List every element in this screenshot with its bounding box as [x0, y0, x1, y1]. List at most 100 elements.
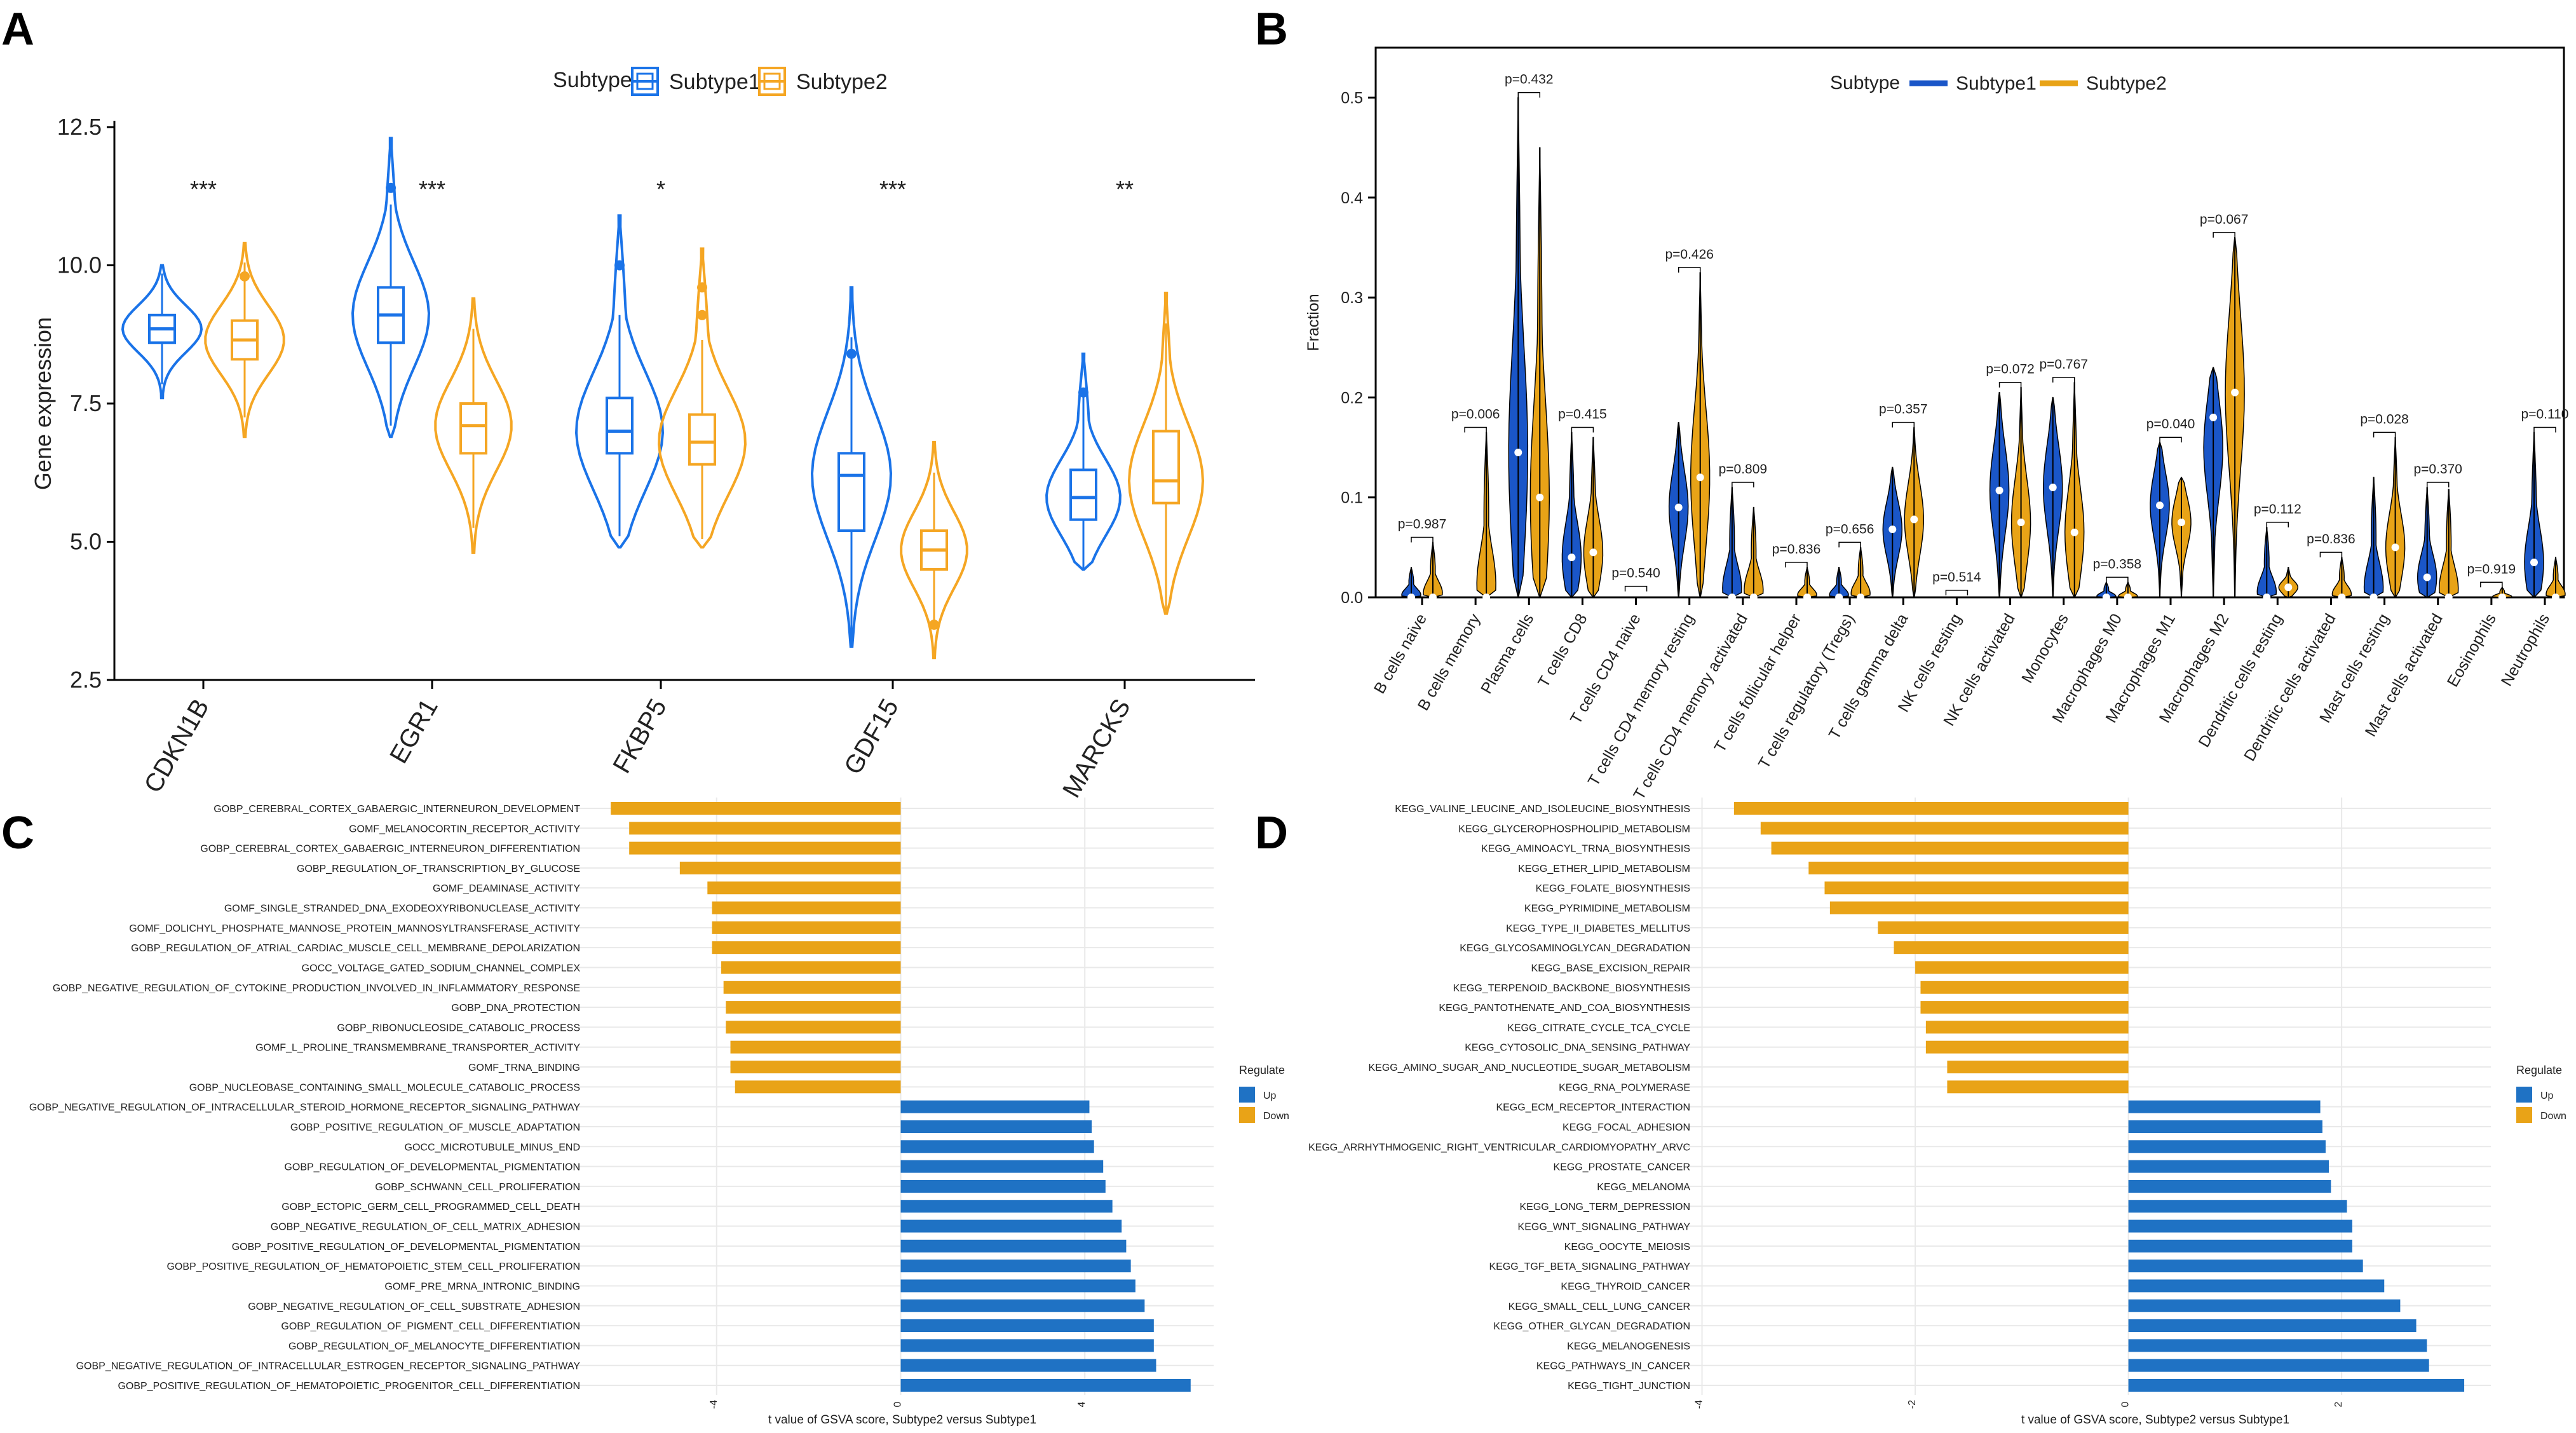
category-label-d: KEGG_PATHWAYS_IN_CANCER [1536, 1361, 1690, 1372]
bar-d [1829, 901, 2129, 914]
pvalue-label-b: p=0.110 [2521, 407, 2569, 422]
y-axis-title-a: Gene expression [30, 317, 56, 490]
legend-key-up [2516, 1087, 2532, 1103]
bar-c [900, 1200, 1113, 1213]
y-axis-title-b: Fraction [1305, 294, 1322, 351]
bar-d [1915, 961, 2129, 974]
category-label-c: GOBP_NUCLEOBASE_CONTAINING_SMALL_MOLECUL… [189, 1082, 580, 1093]
pvalue-label-b: p=0.370 [2413, 462, 2462, 477]
x-tick-label-b: T cells CD4 memory resting [1585, 611, 1698, 789]
category-label-c: GOBP_POSITIVE_REGULATION_OF_HEMATOPOIETI… [166, 1261, 580, 1272]
outlier-a [240, 271, 250, 282]
median-dot-b [1482, 594, 1491, 601]
legend-a: Subtype Subtype1 Subtype2 [553, 67, 888, 96]
median-dot-b [2070, 528, 2078, 536]
median-dot-b [2209, 413, 2218, 421]
median-dot-b [1568, 554, 1576, 562]
category-label-c: GOBP_DNA_PROTECTION [451, 1003, 580, 1014]
median-dot-b [2338, 594, 2346, 601]
x-tick-label-d: 2 [2333, 1401, 2344, 1407]
category-label-d: KEGG_TYPE_II_DIABETES_MELLITUS [1506, 923, 1690, 934]
category-label-c: GOBP_REGULATION_OF_DEVELOPMENTAL_PIGMENT… [284, 1162, 580, 1173]
median-dot-b [1696, 473, 1704, 482]
bar-c [723, 981, 901, 994]
bracket-b [2213, 232, 2235, 238]
box-a [1069, 468, 1097, 521]
legend-title-b: Subtype [1830, 72, 1900, 93]
category-label-c: GOMF_DOLICHYL_PHOSPHATE_MANNOSE_PROTEIN_… [129, 923, 580, 934]
bar-d [2128, 1160, 2329, 1173]
category-label-d: KEGG_GLYCOSAMINOGLYCAN_DEGRADATION [1460, 943, 1690, 954]
median-dot-b [2284, 583, 2293, 592]
median-dot-b [2178, 519, 2185, 527]
legend-key-a [636, 72, 654, 90]
bar-d [1947, 1080, 2129, 1094]
pvalue-label-b: p=0.072 [1986, 362, 2035, 377]
pvalue-label-b: p=0.112 [2254, 502, 2301, 517]
bar-d [1947, 1061, 2129, 1074]
category-label-c: GOBP_NEGATIVE_REGULATION_OF_INTRACELLULA… [76, 1361, 581, 1372]
category-label-d: KEGG_LONG_TERM_DEPRESSION [1519, 1202, 1690, 1212]
category-label-d: KEGG_WNT_SIGNALING_PATHWAY [1518, 1222, 1691, 1233]
panel-d-letter: D [1255, 808, 1288, 859]
bar-c [679, 861, 901, 874]
bar-c [712, 941, 901, 954]
legend-d: Regulate Up Down [2516, 1064, 2566, 1123]
bar-d [2128, 1179, 2331, 1193]
box-a [1152, 430, 1180, 505]
category-label-c: GOBP_SCHWANN_CELL_PROLIFERATION [375, 1182, 580, 1193]
median-dot-b [2498, 594, 2506, 601]
x-tick-label-a: EGR1 [384, 695, 444, 768]
legend-label-down: Down [2540, 1111, 2566, 1122]
median-dot-b [1728, 594, 1736, 601]
median-dot-b [2231, 388, 2239, 397]
bar-c [900, 1239, 1127, 1253]
bar-d [1925, 1021, 2129, 1034]
legend-key-up [1239, 1087, 1255, 1103]
x-tick-label-b: B cells naive [1371, 611, 1430, 697]
bar-d [1808, 861, 2129, 874]
category-label-d: KEGG_AMINOACYL_TRNA_BIOSYNTHESIS [1481, 844, 1690, 855]
category-label-d: KEGG_FOCAL_ADHESION [1563, 1122, 1690, 1133]
category-label-d: KEGG_PROSTATE_CANCER [1554, 1162, 1690, 1173]
category-label-c: GOBP_NEGATIVE_REGULATION_OF_CELL_SUBSTRA… [248, 1301, 580, 1312]
median-dot-b [2049, 484, 2057, 491]
y-tick-label-a: 12.5 [57, 114, 102, 140]
category-label-d: KEGG_TGF_BETA_SIGNALING_PATHWAY [1489, 1261, 1690, 1272]
legend-label-down: Down [1263, 1111, 1289, 1122]
bar-c [900, 1100, 1090, 1113]
category-label-d: KEGG_SMALL_CELL_LUNG_CANCER [1508, 1301, 1690, 1312]
category-label-c: GOCC_VOLTAGE_GATED_SODIUM_CHANNEL_COMPLE… [302, 963, 581, 974]
bar-d [2128, 1260, 2363, 1273]
category-label-d: KEGG_TERPENOID_BACKBONE_BIOSYNTHESIS [1453, 983, 1690, 994]
violin-a [900, 440, 968, 660]
x-tick-label-d: -4 [1694, 1400, 1705, 1409]
median-dot-b [2552, 594, 2559, 601]
bar-c [900, 1260, 1131, 1273]
median-dot-b [1888, 526, 1897, 534]
bracket-b [2373, 431, 2396, 438]
bar-c [629, 822, 901, 835]
category-label-c: GOBP_NEGATIVE_REGULATION_OF_CYTOKINE_PRO… [53, 983, 580, 994]
legend-label-up: Up [1263, 1090, 1277, 1101]
outlier-a [614, 260, 625, 271]
median-dot-b [2124, 594, 2132, 601]
significance-label-a: *** [419, 176, 445, 202]
bracket-b [2266, 522, 2289, 527]
category-label-c: GOMF_PRE_MRNA_INTRONIC_BINDING [384, 1281, 580, 1292]
category-label-d: KEGG_THYROID_CANCER [1561, 1281, 1690, 1292]
category-label-c: GOBP_ECTOPIC_GERM_CELL_PROGRAMMED_CELL_D… [281, 1202, 580, 1212]
legend-label-a: Subtype1 [669, 70, 761, 94]
outlier-a [697, 309, 707, 320]
bracket-b [2533, 426, 2556, 433]
category-label-c: GOBP_RIBONUCLEOSIDE_CATABOLIC_PROCESS [337, 1022, 580, 1033]
bar-d [2128, 1279, 2385, 1293]
bracket-b [1945, 590, 1969, 595]
bar-c [712, 901, 901, 914]
category-label-c: GOBP_NEGATIVE_REGULATION_OF_CELL_MATRIX_… [271, 1222, 580, 1233]
bar-d [1771, 841, 2129, 855]
category-label-c: GOBP_CEREBRAL_CORTEX_GABAERGIC_INTERNEUR… [200, 844, 580, 855]
category-label-c: GOMF_TRNA_BINDING [468, 1063, 580, 1073]
median-dot-b [2156, 501, 2164, 510]
pvalue-label-b: p=0.767 [2039, 357, 2088, 372]
